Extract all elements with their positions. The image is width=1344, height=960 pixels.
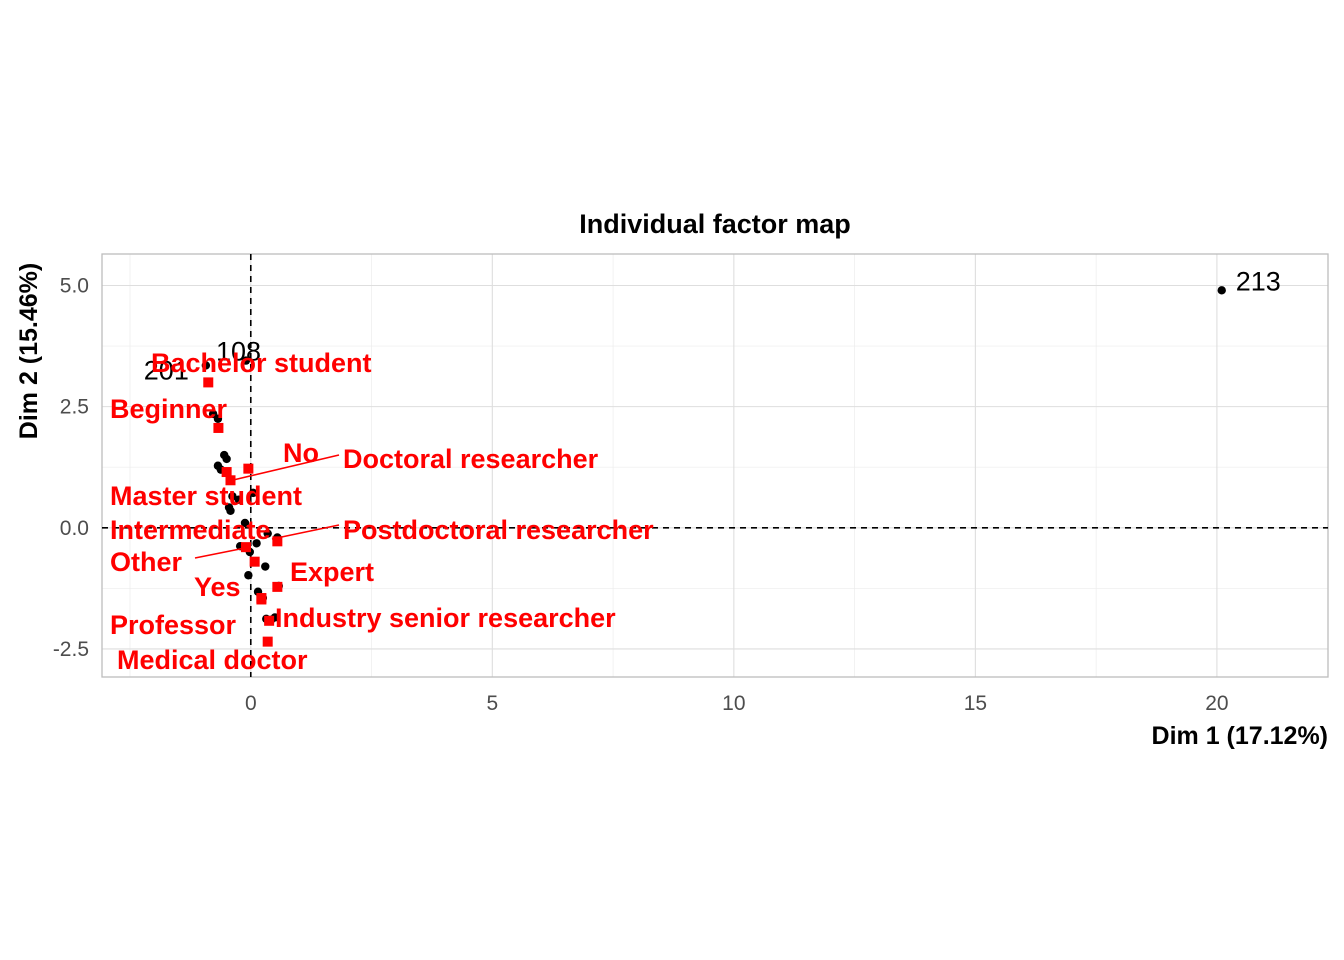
individual-point (234, 495, 243, 504)
category-label: No (283, 438, 319, 468)
category-point (213, 422, 224, 433)
y-tick-label: -2.5 (53, 638, 89, 661)
category-point (243, 463, 254, 474)
x-tick-label: 15 (964, 692, 987, 715)
y-tick-label: 2.5 (60, 396, 89, 419)
plot-border (101, 253, 1329, 678)
category-point (249, 556, 260, 567)
category-point (262, 636, 273, 647)
individual-point (241, 356, 251, 365)
category-label: Medical doctor (117, 645, 308, 675)
label-connector (271, 524, 340, 540)
individual-label: 201 (144, 355, 189, 385)
category-label: Bachelor student (151, 348, 372, 378)
individual-point (244, 571, 253, 580)
individual-label: 108 (216, 337, 261, 367)
category-point (264, 615, 275, 626)
individual-point (226, 506, 235, 516)
x-axis-label: Dim 1 (17.12%) (1152, 722, 1328, 750)
individual-label: 213 (1236, 266, 1281, 296)
category-label: Industry senior researcher (275, 603, 616, 633)
y-tick-label: 0.0 (60, 517, 89, 540)
individual-point (263, 529, 272, 538)
category-label: Postdoctoral researcher (343, 515, 654, 545)
x-tick-label: 20 (1205, 692, 1228, 715)
category-label: Other (110, 547, 183, 577)
x-tick-label: 0 (245, 692, 257, 715)
category-point (221, 467, 232, 478)
individual-point (248, 488, 258, 498)
individual-point (222, 454, 231, 464)
x-tick-label: 10 (722, 692, 745, 715)
category-point (272, 581, 283, 592)
x-tick-label: 5 (486, 692, 498, 715)
individual-point (201, 361, 211, 370)
category-label: Master student (110, 481, 302, 511)
category-point (272, 536, 283, 547)
category-label: Intermediate (110, 515, 271, 545)
category-point (240, 542, 251, 553)
label-connector (228, 454, 340, 482)
label-connector (194, 547, 246, 559)
category-point (203, 377, 214, 388)
y-axis-label: Dim 2 (15.46%) (15, 263, 43, 439)
individual-point (228, 492, 237, 501)
category-label: Doctoral researcher (343, 444, 599, 474)
category-label: Yes (194, 572, 241, 602)
category-point (256, 593, 267, 604)
category-label: Expert (290, 557, 374, 587)
individual-point (261, 562, 270, 571)
category-point (225, 475, 236, 486)
category-label: Beginner (110, 394, 228, 424)
y-tick-label: 5.0 (60, 274, 89, 297)
individual-point (252, 539, 261, 548)
category-label: Professor (110, 610, 237, 640)
individual-point (213, 414, 223, 423)
individual-point (240, 518, 250, 528)
chart-title: Individual factor map (579, 209, 851, 239)
individual-point (1217, 286, 1226, 295)
